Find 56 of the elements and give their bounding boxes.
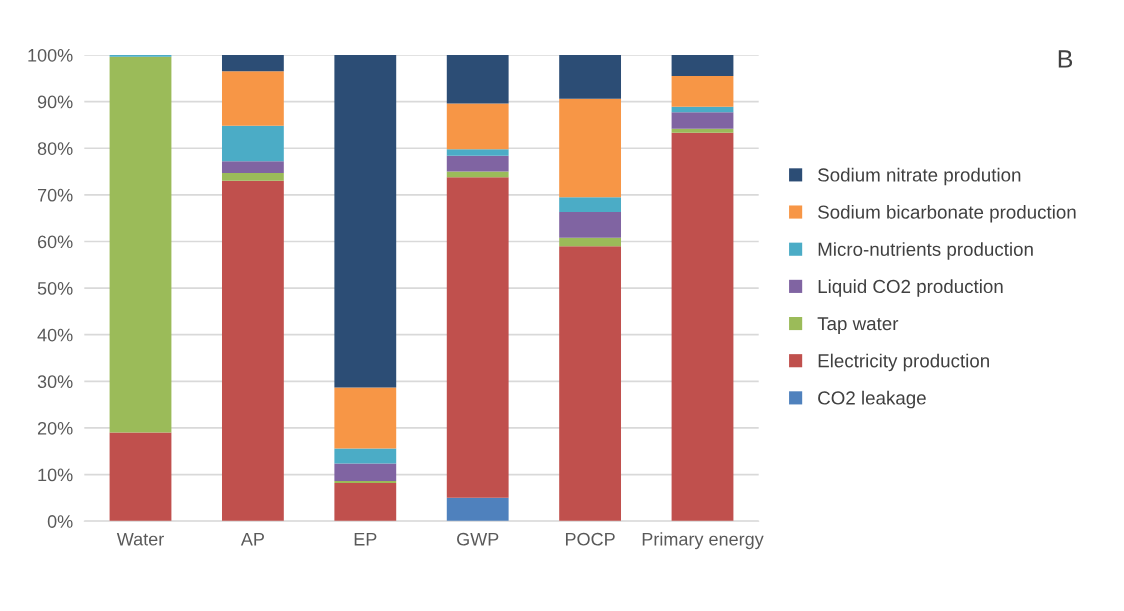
bar — [109, 432, 172, 522]
bar — [446, 54, 509, 104]
bar — [334, 54, 397, 388]
bar — [671, 128, 734, 133]
y-tick-label: 20% — [37, 421, 73, 435]
bar — [446, 149, 509, 156]
bar — [671, 54, 734, 76]
bar — [334, 448, 397, 464]
legend-label: Micro-nutrients production — [818, 242, 1033, 260]
legend-label: Electricity production — [818, 353, 989, 372]
bar — [446, 103, 509, 150]
legend-label: Liquid CO2 production — [818, 279, 1003, 297]
bar — [671, 132, 734, 522]
y-tick-label: 70% — [37, 188, 73, 202]
bar — [559, 54, 622, 99]
bar — [559, 98, 622, 198]
y-tick-label: 50% — [37, 282, 73, 295]
y-tick-label: 100% — [28, 48, 73, 62]
y-tick-label: 80% — [37, 142, 73, 155]
bar — [221, 54, 284, 72]
x-tick-label: EP — [354, 532, 377, 546]
bar — [334, 387, 397, 449]
bar — [559, 237, 622, 247]
y-tick-label: 60% — [37, 235, 73, 249]
y-tick-label: 10% — [38, 468, 73, 482]
bar — [221, 161, 284, 173]
bar — [559, 246, 622, 522]
bar — [559, 197, 622, 213]
bar — [559, 212, 622, 238]
bar — [221, 125, 284, 162]
bar — [221, 71, 284, 126]
legend-label: Sodium nitrate prodution — [818, 167, 1021, 186]
y-tick-label: 90% — [37, 95, 73, 109]
legend-label: Tap water — [817, 317, 899, 334]
bar — [446, 155, 509, 172]
bar — [446, 177, 509, 498]
x-tick-label: POCP — [566, 532, 615, 546]
bar — [671, 112, 734, 129]
bar — [671, 75, 734, 107]
x-tick-label: Water — [116, 532, 164, 546]
y-tick-label: 30% — [37, 375, 73, 389]
legend-label: Sodium bicarbonate production — [818, 205, 1076, 223]
bar — [446, 497, 509, 522]
bar — [446, 171, 509, 178]
x-tick-label: GWP — [457, 532, 499, 546]
bar — [221, 172, 284, 181]
y-tick-label: 40% — [37, 328, 73, 342]
x-tick-label: AP — [240, 532, 264, 546]
bar — [334, 482, 397, 522]
legend-label: CO2 leakage — [818, 390, 926, 409]
bar — [334, 463, 397, 482]
bar — [109, 56, 172, 433]
x-tick-label: Primary energy — [642, 532, 764, 550]
bar — [221, 180, 284, 522]
text: B — [1058, 50, 1073, 68]
y-tick-label: 0% — [47, 515, 73, 528]
